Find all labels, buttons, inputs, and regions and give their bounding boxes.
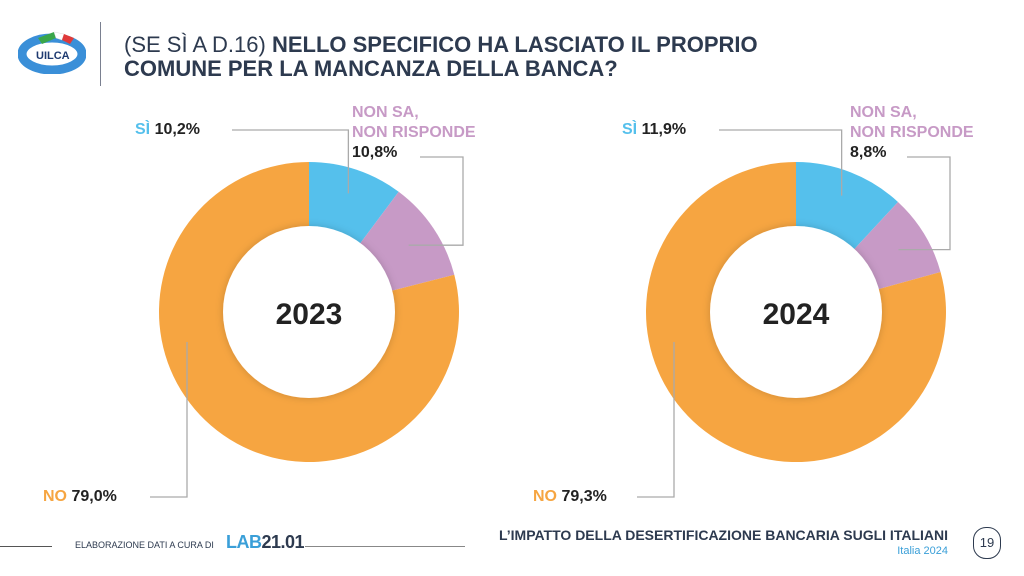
year-label-2024: 2024 [763, 298, 830, 331]
svg-text:UILCA: UILCA [36, 50, 70, 62]
question-text: NELLO SPECIFICO HA LASCIATO IL PROPRIO C… [124, 32, 758, 81]
label-2024-si: SÌ 11,9% [622, 121, 687, 138]
label-2024-nonsa: NON SA, NON RISPONDE 8,8% [850, 104, 974, 161]
leader-2024-si [719, 129, 843, 196]
question-prefix: (SE SÌ A D.16) [124, 32, 266, 57]
leader-2024-no [637, 342, 675, 498]
label-2023-no: NO 79,0% [43, 488, 117, 505]
page-number: 19 [973, 527, 1001, 559]
footer-line-left [0, 546, 52, 547]
footer-credit: ELABORAZIONE DATI A CURA DI [75, 540, 214, 550]
year-label-2023: 2023 [276, 298, 343, 331]
lab-logo: LAB21.01 [226, 532, 305, 552]
leader-2023-si [232, 129, 350, 194]
donut-hole-2024 [710, 226, 882, 398]
leader-2023-no [150, 342, 188, 498]
uilca-logo: UILCA [18, 31, 86, 74]
footer-line-mid [305, 546, 465, 547]
page-title: (SE SÌ A D.16) NELLO SPECIFICO HA LASCIA… [124, 33, 764, 81]
footer-subtitle: Italia 2024 [897, 545, 948, 557]
label-2023-si: SÌ 10,2% [135, 121, 200, 138]
leader-2024-nonsa [898, 156, 951, 251]
label-2024-no: NO 79,3% [533, 488, 607, 505]
footer-title: L’IMPATTO DELLA DESERTIFICAZIONE BANCARI… [498, 527, 948, 543]
leader-2023-nonsa [408, 156, 464, 246]
header-divider [100, 22, 101, 86]
donut-hole-2023 [223, 226, 395, 398]
label-2023-nonsa: NON SA, NON RISPONDE 10,8% [352, 104, 476, 161]
